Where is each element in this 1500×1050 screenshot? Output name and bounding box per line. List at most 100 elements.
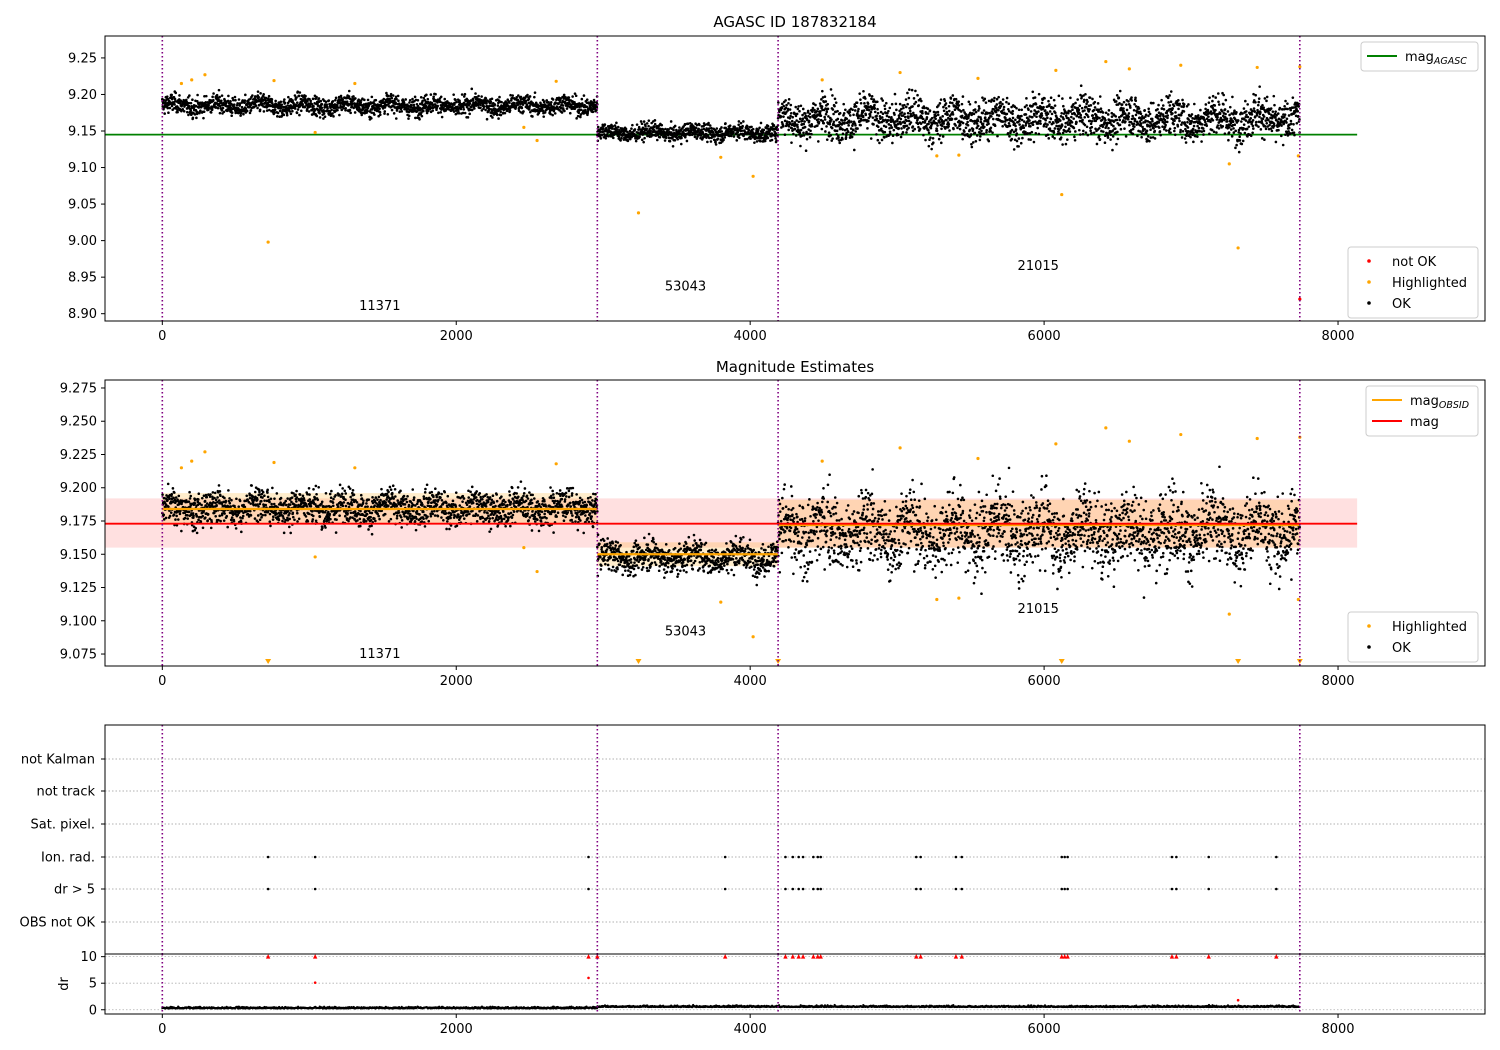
ok-point	[823, 95, 827, 99]
ok-point	[1118, 123, 1122, 127]
ok-point	[810, 124, 814, 128]
ok-point	[1259, 111, 1262, 114]
ok-point	[519, 95, 523, 99]
ok-point	[761, 131, 765, 134]
ok-point	[1218, 112, 1222, 116]
ok-point	[1103, 141, 1107, 145]
ok-point	[282, 113, 286, 117]
ok-point	[407, 114, 411, 118]
ok-point	[1072, 117, 1075, 120]
ok-point	[994, 110, 998, 114]
ok-point	[1192, 131, 1195, 135]
ok-point	[293, 94, 297, 97]
ok-point	[857, 114, 861, 118]
ok-point	[922, 106, 926, 110]
ok-point	[271, 102, 274, 105]
ok-point	[394, 95, 398, 99]
highlighted-point	[719, 155, 723, 159]
ok-point	[174, 496, 178, 499]
ok-point	[1053, 137, 1056, 140]
ok-point	[945, 118, 948, 122]
ok-point	[1167, 101, 1170, 104]
ok-point	[938, 121, 941, 124]
ok-point	[168, 497, 171, 501]
ok-point	[161, 493, 164, 496]
ok-point	[931, 136, 935, 140]
ok-point	[1249, 116, 1253, 120]
ok-point	[1111, 148, 1114, 152]
ok-point	[1097, 135, 1101, 138]
ok-point	[802, 131, 805, 135]
ok-point	[204, 100, 208, 104]
ok-point	[1006, 132, 1010, 135]
ok-point	[1118, 118, 1122, 122]
ok-point	[790, 141, 793, 144]
ok-point	[1125, 103, 1128, 106]
ok-point	[390, 96, 394, 100]
ok-point	[1061, 97, 1064, 100]
ok-point	[1283, 115, 1286, 119]
ok-point	[426, 97, 430, 101]
agasc-legend-bottom-point-swatch	[1367, 259, 1371, 263]
ok-point	[1123, 127, 1126, 130]
ok-point	[742, 120, 745, 123]
ok-point	[1117, 96, 1121, 100]
highlighted-point	[190, 78, 194, 82]
ok-point	[824, 130, 827, 133]
ok-point	[1017, 137, 1021, 140]
ok-point	[173, 491, 176, 494]
ok-point	[1239, 132, 1242, 135]
ok-point	[676, 137, 680, 141]
ok-point	[1083, 109, 1086, 112]
ok-point	[1011, 112, 1014, 116]
ok-point	[1154, 125, 1158, 128]
ok-point	[804, 112, 807, 115]
ok-point	[763, 139, 767, 143]
ok-point	[513, 101, 516, 105]
ok-point	[1046, 112, 1050, 116]
ok-point	[299, 104, 302, 107]
agasc-title: AGASC ID 187832184	[713, 13, 876, 31]
ok-point	[1014, 128, 1018, 131]
ok-point	[342, 106, 345, 110]
ok-point	[984, 101, 988, 104]
ok-point	[884, 101, 888, 105]
ok-point	[386, 112, 390, 116]
ok-point	[360, 111, 363, 115]
ok-point	[867, 119, 870, 123]
ok-point	[647, 119, 651, 122]
ok-point	[1292, 122, 1295, 126]
ok-point	[1098, 126, 1101, 130]
ok-point	[793, 127, 797, 131]
ok-point	[425, 93, 428, 97]
ok-point	[943, 99, 947, 103]
ok-point	[671, 144, 675, 148]
ok-point	[1015, 139, 1019, 143]
ok-point	[173, 97, 177, 101]
ok-point	[711, 130, 715, 134]
ok-point	[980, 129, 983, 133]
y-tick-label: 8.90	[68, 307, 97, 322]
ok-point	[1193, 102, 1196, 106]
ok-point	[238, 102, 242, 106]
ok-point	[1252, 127, 1255, 130]
ok-point	[1202, 129, 1206, 133]
ok-point	[259, 92, 262, 95]
ok-point	[324, 100, 328, 104]
ok-point	[1217, 127, 1221, 130]
ok-point	[1064, 142, 1068, 146]
ok-point	[499, 113, 503, 117]
ok-point	[173, 103, 176, 106]
ok-point	[386, 94, 390, 98]
ok-point	[1164, 123, 1167, 127]
ok-point	[975, 134, 979, 137]
ok-point	[326, 106, 329, 110]
highlighted-point	[957, 153, 961, 157]
ok-point	[503, 111, 507, 115]
ok-point	[941, 135, 945, 138]
ok-point	[437, 111, 440, 115]
ok-point	[936, 110, 940, 114]
ok-point	[1251, 124, 1255, 128]
ok-point	[929, 126, 933, 130]
